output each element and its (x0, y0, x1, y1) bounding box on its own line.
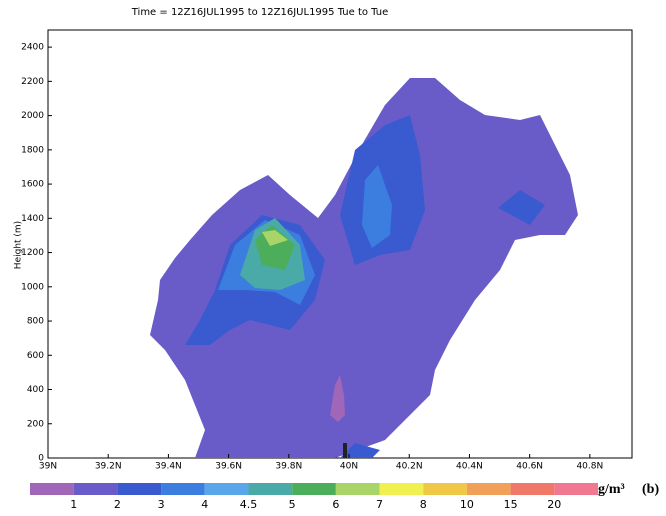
colorbar-label: 1 (70, 498, 77, 511)
colorbar-label: 20 (547, 498, 561, 511)
contour-region (150, 78, 578, 458)
y-tick-label: 2200 (21, 77, 44, 87)
colorbar-swatch (335, 483, 380, 495)
x-tick-label: 39.2N (95, 462, 122, 472)
colorbar-unit: g/m³ (598, 482, 625, 497)
contour-region (330, 375, 345, 422)
colorbar-label: 4.5 (240, 498, 258, 511)
colorbar-swatch (510, 483, 555, 495)
colorbar-label: 5 (289, 498, 296, 511)
x-tick-label: 40.4N (456, 462, 483, 472)
x-tick-label: 40.8N (576, 462, 603, 472)
y-tick-label: 1400 (21, 214, 44, 224)
panel-label: (b) (642, 482, 659, 497)
colorbar-swatch (466, 483, 511, 495)
contour-region (362, 165, 392, 248)
colorbar-label: 4 (201, 498, 208, 511)
contour-region (498, 190, 545, 225)
colorbar-swatch (554, 483, 598, 495)
x-tick-label: 40.2N (396, 462, 423, 472)
x-tick-label: 39.4N (155, 462, 182, 472)
y-axis-label: Height (m) (14, 221, 24, 269)
colorbar-label: 6 (332, 498, 339, 511)
site-marker (343, 443, 347, 458)
y-tick-label: 400 (27, 385, 44, 395)
contours (150, 78, 578, 458)
chart-title: Time = 12Z16JUL1995 to 12Z16JUL1995 Tue … (131, 7, 389, 18)
y-tick-label: 2000 (21, 111, 44, 121)
x-tick-label: 39.6N (215, 462, 242, 472)
colorbar-swatch (117, 483, 162, 495)
colorbar-label: 3 (158, 498, 165, 511)
contour-region (340, 443, 380, 458)
colorbar-label: 15 (504, 498, 518, 511)
y-tick-label: 0 (38, 454, 44, 464)
y-tick-label: 600 (27, 351, 44, 361)
colorbar-swatch (204, 483, 249, 495)
colorbar-label: 2 (114, 498, 121, 511)
x-tick-label: 39N (39, 462, 57, 472)
y-tick-label: 2400 (21, 43, 44, 53)
colorbar-swatch (161, 483, 205, 495)
colorbar-swatch (73, 483, 118, 495)
y-tick-label: 200 (27, 419, 44, 429)
colorbar-swatch (379, 483, 424, 495)
colorbar-swatch (248, 483, 293, 495)
y-tick-label: 800 (27, 317, 44, 327)
colorbar-label: 10 (460, 498, 474, 511)
y-tick-label: 1800 (21, 145, 44, 155)
x-tick-label: 40.6N (516, 462, 543, 472)
x-tick-label: 40N (340, 462, 358, 472)
y-tick-label: 1600 (21, 180, 44, 190)
colorbar-swatch (292, 483, 336, 495)
y-tick-label: 1200 (21, 248, 44, 258)
colorbar-label: 8 (420, 498, 427, 511)
contour-region (262, 230, 288, 246)
colorbar-label: 7 (376, 498, 383, 511)
colorbar-swatch (423, 483, 467, 495)
colorbar-swatch (30, 483, 74, 495)
y-tick-label: 1000 (21, 282, 44, 292)
x-tick-label: 39.8N (275, 462, 302, 472)
